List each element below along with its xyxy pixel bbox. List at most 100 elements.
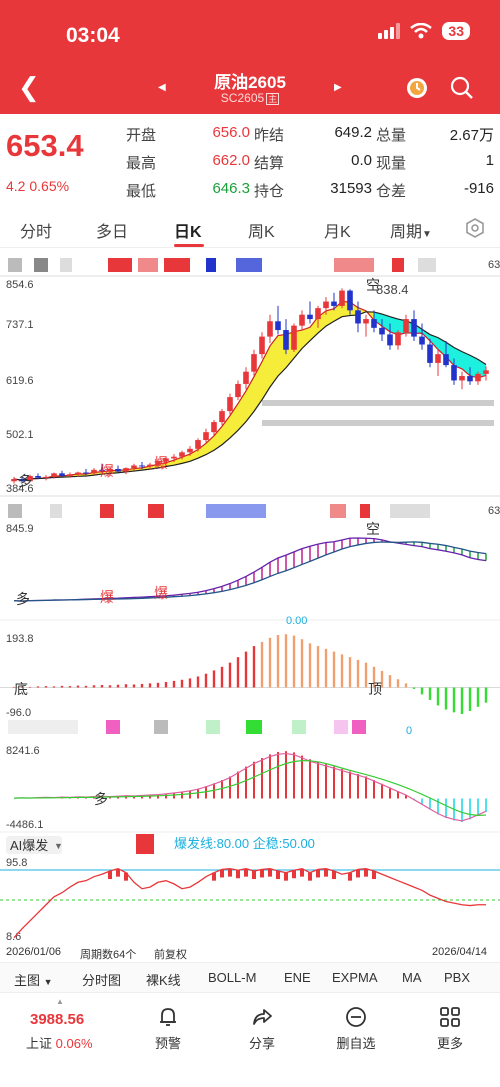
tab-multi-day[interactable]: 多日 xyxy=(96,224,129,241)
share-button[interactable]: 分享 xyxy=(232,1005,292,1052)
burst-marker xyxy=(276,871,280,880)
tool-pbx[interactable]: PBX xyxy=(444,970,471,985)
ma-cloud-segment xyxy=(230,403,238,438)
candle-body xyxy=(131,465,137,469)
burst-marker xyxy=(116,868,120,877)
ma-cloud-segment xyxy=(374,312,382,327)
share-label: 分享 xyxy=(248,1036,275,1051)
candle-body xyxy=(371,319,377,328)
more-button[interactable]: 更多 xyxy=(420,1005,480,1052)
candle-body xyxy=(219,411,225,423)
tool-naked-k[interactable]: 裸K线 xyxy=(146,973,181,988)
ma-cloud-segment xyxy=(334,301,342,322)
remove-watchlist-label: 删自选 xyxy=(336,1036,376,1051)
burst-marker xyxy=(268,868,272,877)
grid-icon xyxy=(440,1007,460,1027)
tool-intraday-chart[interactable]: 分时图 xyxy=(82,973,122,988)
value-settle: 0.0 xyxy=(351,152,372,169)
settings-hexagon-icon[interactable] xyxy=(464,217,486,239)
candle-body xyxy=(339,290,345,306)
ma-cloud-segment xyxy=(422,329,430,341)
candle-body xyxy=(347,290,353,311)
index-change: 0.06% xyxy=(55,1036,93,1051)
candle-body xyxy=(27,475,33,482)
label-open: 开盘 xyxy=(126,127,157,144)
tick-label: 845.9 xyxy=(6,523,34,535)
ma-cloud-segment xyxy=(470,355,478,378)
tool-ene[interactable]: ENE xyxy=(284,970,311,985)
prev-contract-icon[interactable]: ◀ xyxy=(158,82,166,93)
price-panel: 854.6 737.1 619.6 502.1 384.6 838.4 多 爆 … xyxy=(0,275,500,497)
price-change: 4.2 0.65% xyxy=(6,178,70,194)
ai-burst-dropdown[interactable] xyxy=(6,836,62,854)
quote-row: 最高 662.0 结算 0.0 现量 1 xyxy=(126,148,494,176)
tool-expma[interactable]: EXPMA xyxy=(332,970,378,985)
candle-body xyxy=(11,479,17,482)
burst-marker xyxy=(228,868,232,877)
label-settle: 结算 xyxy=(254,155,285,172)
value-open-interest: 31593 xyxy=(330,180,372,197)
candle-body xyxy=(51,473,57,477)
candle-body xyxy=(107,468,113,471)
label-open-interest: 持仓 xyxy=(254,183,285,200)
candle-body xyxy=(123,468,129,472)
candle-body xyxy=(475,373,481,382)
tab-period[interactable]: 周期▼ xyxy=(390,218,432,242)
adjust-mode[interactable]: 前复权 xyxy=(154,949,187,961)
battery-icon: 33 xyxy=(442,22,470,40)
tab-weekly-k[interactable]: 周K xyxy=(248,224,275,241)
burst-marker xyxy=(324,868,328,877)
tab-intraday[interactable]: 分时 xyxy=(20,224,53,241)
alert-button[interactable]: 预警 xyxy=(138,1005,198,1052)
signal-strip-3: 0 xyxy=(8,720,412,737)
caret-down-icon: ▼ xyxy=(422,229,432,240)
candle-body xyxy=(171,456,177,459)
candle-body xyxy=(459,376,465,381)
tab-monthly-k[interactable]: 月K xyxy=(324,224,351,241)
bell-icon xyxy=(160,1008,176,1026)
candle-body xyxy=(467,376,473,382)
burst-marker xyxy=(372,871,376,880)
burst-marker xyxy=(244,868,248,877)
contract-code-text: SC2605 xyxy=(220,91,265,105)
signal-long-mark: 多 xyxy=(18,473,32,489)
ma-cloud-segment xyxy=(222,415,230,445)
tab-period-label: 周期 xyxy=(390,224,423,241)
signal-icon xyxy=(378,23,401,39)
candle-body xyxy=(35,475,41,478)
tool-ma[interactable]: MA xyxy=(402,970,422,985)
ma-cloud-segment xyxy=(462,351,470,376)
support-band xyxy=(262,400,494,406)
burst-marker xyxy=(308,872,312,881)
next-contract-icon[interactable]: ▶ xyxy=(334,82,342,93)
index-name[interactable]: 上证 0.06% xyxy=(26,1033,93,1052)
candle-body xyxy=(59,473,65,476)
alarm-clock-icon[interactable] xyxy=(404,74,430,100)
candle-body xyxy=(291,325,297,350)
candle-body xyxy=(267,321,273,337)
bottom-bar: ▲ 3988.56 上证 0.06% 预警 分享 删自选 更多 xyxy=(0,992,500,1087)
value-low: 646.3 xyxy=(212,180,250,197)
quote-row: 最低 646.3 持仓 31593 仓差 -916 xyxy=(126,176,494,204)
tool-boll-m[interactable]: BOLL-M xyxy=(208,970,257,985)
flow-line-fast xyxy=(13,752,487,822)
tab-daily-k[interactable]: 日K xyxy=(174,224,202,241)
tool-main-chart[interactable]: 主图 ▼ xyxy=(14,970,53,989)
label-oi-change: 仓差 xyxy=(376,183,407,200)
candle-body xyxy=(115,468,121,472)
search-icon[interactable] xyxy=(450,76,474,100)
tick-label: 854.6 xyxy=(6,279,34,291)
remove-watchlist-button[interactable]: 删自选 xyxy=(326,1005,386,1052)
minus-circle-icon xyxy=(346,1007,366,1027)
support-band xyxy=(262,420,494,426)
burst-marker xyxy=(348,872,352,881)
burst-marker xyxy=(356,869,360,878)
kline-chart[interactable]: 63 854.6 737.1 619.6 502.1 384.6 838.4 多… xyxy=(0,248,500,960)
ma-cloud-segment xyxy=(438,337,446,357)
ma-cloud-segment xyxy=(390,316,398,335)
candle-body xyxy=(387,334,393,346)
tick-label: 8241.6 xyxy=(6,745,40,757)
tick-label: 619.6 xyxy=(6,375,34,387)
index-value[interactable]: 3988.56 xyxy=(30,1011,85,1028)
back-icon[interactable]: ❮ xyxy=(18,72,40,102)
